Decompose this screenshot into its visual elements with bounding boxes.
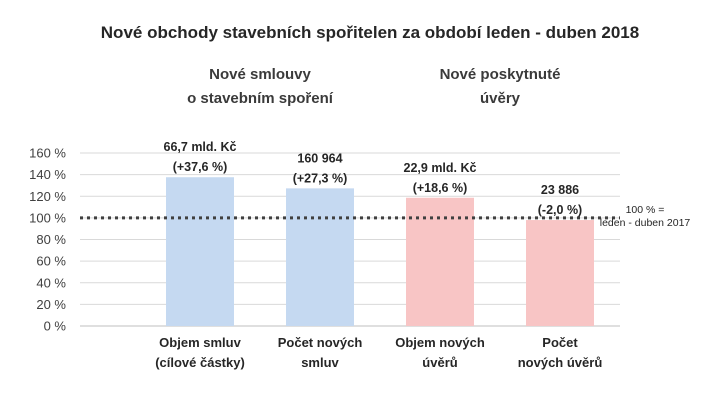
category-label: Počet nových <box>278 335 363 350</box>
group-header: úvěry <box>480 90 521 107</box>
data-label: (-2,0 %) <box>538 203 582 217</box>
data-label: (+37,6 %) <box>173 160 228 174</box>
y-axis-ticks: 0 % 20 % 40 % 60 % 80 % 100 % 120 % 140 % 160 % <box>29 146 66 334</box>
bar <box>166 177 234 326</box>
data-label: 22,9 mld. Kč <box>404 161 477 175</box>
reference-line-label: leden - duben 2017 <box>600 217 691 229</box>
chart-title: Nové obchody stavebních spořitelen za ob… <box>101 23 639 42</box>
y-tick-label: 0 % <box>44 319 67 334</box>
data-label: 160 964 <box>297 151 342 165</box>
y-tick-label: 120 % <box>29 189 66 204</box>
category-label: smluv <box>301 355 339 370</box>
data-labels: 66,7 mld. Kč (+37,6 %) 160 964 (+27,3 %) 22,… <box>164 140 583 217</box>
group-header: Nové poskytnuté <box>440 66 561 83</box>
category-label: úvěrů <box>422 355 457 370</box>
category-label: Počet <box>542 335 578 350</box>
data-label: (+18,6 %) <box>413 181 468 195</box>
bar <box>286 188 354 326</box>
category-label: nových úvěrů <box>518 355 603 370</box>
y-tick-label: 20 % <box>36 297 66 312</box>
y-tick-label: 80 % <box>36 232 66 247</box>
category-label: (cílové částky) <box>155 355 245 370</box>
group-header: Nové smlouvy <box>209 66 311 83</box>
bars <box>166 177 594 326</box>
category-label: Objem smluv <box>159 335 241 350</box>
data-label: (+27,3 %) <box>293 171 348 185</box>
data-label: 66,7 mld. Kč <box>164 140 237 154</box>
reference-line-label: 100 % = <box>626 204 665 216</box>
bar <box>526 220 594 326</box>
reference-line-group: 100 % =leden - duben 2017 <box>80 204 690 229</box>
group-headers: Nové smlouvy o stavebním spoření Nové posk… <box>187 66 560 107</box>
y-tick-label: 100 % <box>29 210 66 225</box>
y-tick-label: 160 % <box>29 146 66 161</box>
group-header: o stavebním spoření <box>187 90 334 107</box>
data-label: 23 886 <box>541 183 579 197</box>
y-tick-label: 140 % <box>29 167 66 182</box>
x-axis-categories: Objem smluv (cílové částky) Počet nových sm… <box>155 335 602 370</box>
y-tick-label: 60 % <box>36 254 66 269</box>
y-tick-label: 40 % <box>36 275 66 290</box>
category-label: Objem nových <box>395 335 485 350</box>
